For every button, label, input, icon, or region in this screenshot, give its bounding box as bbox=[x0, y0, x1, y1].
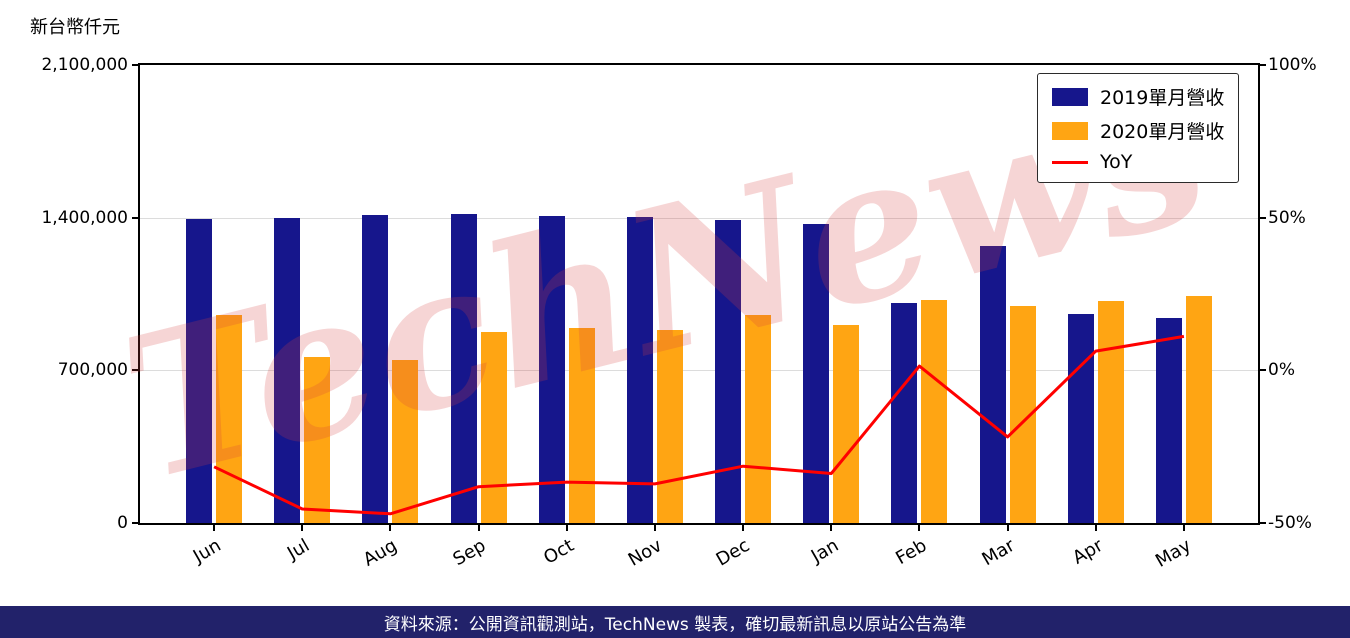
footer-bar: 資料來源：公開資訊觀測站，TechNews 製表，確切最新訊息以原站公告為準 bbox=[0, 606, 1350, 638]
bar-2020單月營收-Oct bbox=[568, 328, 595, 523]
legend-item: YoY bbox=[1052, 151, 1224, 173]
bar-2020單月營收-May bbox=[1185, 295, 1212, 523]
bar-2020單月營收-Apr bbox=[1097, 301, 1124, 523]
x-tick-mark bbox=[213, 525, 216, 531]
right-tick-label: 0% bbox=[1268, 360, 1295, 381]
x-tick-mark bbox=[1094, 525, 1097, 531]
legend-label: 2019單月營收 bbox=[1100, 87, 1225, 109]
x-tick-mark bbox=[653, 525, 656, 531]
left-tick-mark bbox=[132, 216, 138, 219]
legend-color-swatch bbox=[1052, 87, 1088, 106]
x-tick-label: Jun bbox=[189, 535, 225, 568]
bars-layer bbox=[140, 65, 1258, 523]
bar-2019單月營收-May bbox=[1155, 318, 1182, 523]
x-tick-label: Oct bbox=[539, 535, 578, 569]
x-tick-label: May bbox=[1151, 535, 1195, 572]
bar-2019單月營收-Aug bbox=[362, 215, 389, 523]
x-tick-mark bbox=[565, 525, 568, 531]
x-tick-label: Aug bbox=[359, 535, 401, 571]
bar-2019單月營收-Jun bbox=[186, 219, 213, 523]
bar-2020單月營收-Jun bbox=[216, 315, 243, 523]
bar-2019單月營收-Nov bbox=[626, 216, 653, 523]
x-tick-mark bbox=[1006, 525, 1009, 531]
left-tick-mark bbox=[132, 369, 138, 372]
bar-2019單月營收-Oct bbox=[538, 215, 565, 523]
bar-2020單月營收-Sep bbox=[480, 331, 507, 523]
legend-item: 2020單月營收 bbox=[1052, 117, 1224, 144]
bar-2019單月營收-Apr bbox=[1067, 314, 1094, 523]
left-tick-mark bbox=[132, 522, 138, 524]
bar-2020單月營收-Nov bbox=[656, 330, 683, 523]
legend-label: YoY bbox=[1100, 151, 1133, 173]
x-tick-label: Sep bbox=[449, 535, 490, 571]
x-tick-label: Dec bbox=[712, 535, 754, 571]
bar-2019單月營收-Feb bbox=[891, 303, 918, 523]
gridlines-layer bbox=[140, 65, 1258, 523]
left-tick-label: 1,400,000 bbox=[41, 207, 128, 228]
bar-2020單月營收-Aug bbox=[392, 359, 419, 523]
x-tick-mark bbox=[1182, 525, 1185, 531]
right-tick-mark bbox=[1260, 216, 1266, 219]
right-tick-label: -50% bbox=[1268, 513, 1312, 533]
legend-color-swatch bbox=[1052, 121, 1088, 140]
gridline bbox=[140, 217, 1258, 219]
right-tick-mark bbox=[1260, 64, 1266, 66]
bar-2019單月營收-Jul bbox=[274, 218, 301, 523]
yoy-line bbox=[213, 334, 1185, 516]
left-tick-label: 0 bbox=[117, 513, 128, 533]
right-tick-mark bbox=[1260, 369, 1266, 372]
footer-text: 資料來源：公開資訊觀測站，TechNews 製表，確切最新訊息以原站公告為準 bbox=[383, 614, 967, 635]
bar-2020單月營收-Feb bbox=[921, 300, 948, 523]
gridline bbox=[140, 370, 1258, 372]
left-tick-label: 700,000 bbox=[57, 360, 128, 381]
right-tick-label: 100% bbox=[1268, 55, 1317, 75]
x-tick-label: Feb bbox=[891, 535, 930, 570]
x-tick-label: Jul bbox=[283, 535, 313, 565]
legend-item: 2019單月營收 bbox=[1052, 83, 1224, 110]
x-tick-label: Nov bbox=[624, 535, 666, 571]
bar-2019單月營收-Sep bbox=[450, 213, 477, 523]
x-tick-mark bbox=[301, 525, 304, 531]
x-tick-label: Apr bbox=[1068, 535, 1107, 569]
legend-label: 2020單月營收 bbox=[1100, 121, 1225, 143]
x-tick-label: Mar bbox=[978, 535, 1019, 571]
left-tick-label: 2,100,000 bbox=[41, 55, 128, 75]
x-tick-label: Jan bbox=[807, 535, 842, 568]
right-tick-label: 50% bbox=[1268, 207, 1306, 228]
right-tick-mark bbox=[1260, 522, 1266, 524]
yoy-line-layer bbox=[213, 334, 1185, 516]
x-tick-mark bbox=[742, 525, 745, 531]
left-tick-mark bbox=[132, 64, 138, 66]
x-tick-mark bbox=[830, 525, 833, 531]
x-tick-mark bbox=[389, 525, 392, 531]
bar-2020單月營收-Dec bbox=[745, 315, 772, 523]
bar-2020單月營收-Jul bbox=[304, 356, 331, 523]
legend-line-swatch bbox=[1052, 160, 1088, 164]
bar-2020單月營收-Jan bbox=[833, 325, 860, 523]
left-axis-title: 新台幣仟元 bbox=[30, 17, 120, 38]
bar-2019單月營收-Dec bbox=[715, 220, 742, 523]
x-tick-mark bbox=[918, 525, 921, 531]
bar-2019單月營收-Mar bbox=[979, 246, 1006, 523]
legend: 2019單月營收 2020單月營收 YoY bbox=[1037, 73, 1240, 183]
x-tick-mark bbox=[477, 525, 480, 531]
